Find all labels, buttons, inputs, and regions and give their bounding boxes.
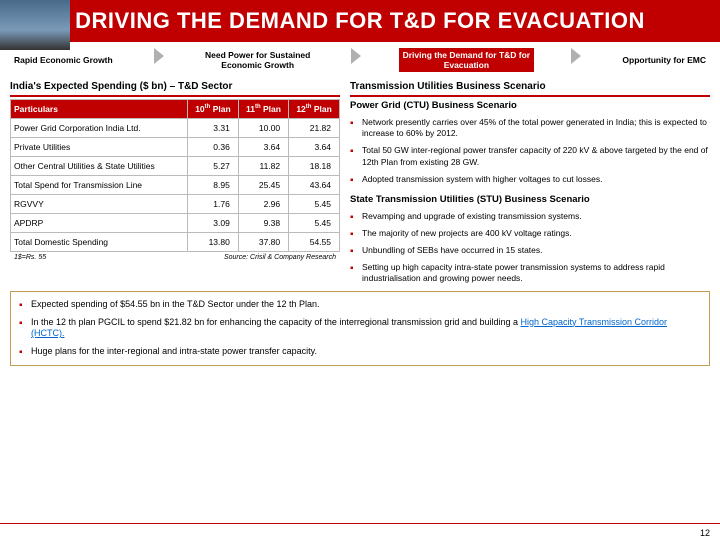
footer-divider xyxy=(0,523,720,524)
summary-bullets: Expected spending of $54.55 bn in the T&… xyxy=(19,296,701,361)
ctu-bullets: Network presently carries over 45% of th… xyxy=(350,114,710,187)
title-banner: DRIVING THE DEMAND FOR T&D FOR EVACUATIO… xyxy=(0,0,720,42)
table-cell: 10.00 xyxy=(238,119,288,138)
table-row: RGVVY1.762.965.45 xyxy=(11,195,340,214)
table-cell: 9.38 xyxy=(238,214,288,233)
table-cell: 1.76 xyxy=(188,195,239,214)
left-column: India's Expected Spending ($ bn) – T&D S… xyxy=(10,78,340,286)
table-cell: 25.45 xyxy=(238,176,288,195)
bullet-item: In the 12 th plan PGCIL to spend $21.82 … xyxy=(19,314,701,343)
arrow-right-icon xyxy=(571,48,581,64)
table-cell: Power Grid Corporation India Ltd. xyxy=(11,119,188,138)
bullet-item: The majority of new projects are 400 kV … xyxy=(350,225,710,242)
table-cell: 13.80 xyxy=(188,233,239,252)
table-cell: 5.45 xyxy=(289,214,340,233)
flow-step-label: Opportunity for EMC xyxy=(618,53,710,67)
arrow-right-icon xyxy=(351,48,361,64)
table-title: India's Expected Spending ($ bn) – T&D S… xyxy=(10,78,340,97)
table-cell: 3.64 xyxy=(289,138,340,157)
flow-step: Need Power for SustainedEconomic Growth xyxy=(201,48,314,72)
table-cell: RGVVY xyxy=(11,195,188,214)
right-column: Transmission Utilities Business Scenario… xyxy=(350,78,710,286)
table-row: Total Domestic Spending13.8037.8054.55 xyxy=(11,233,340,252)
table-row: APDRP3.099.385.45 xyxy=(11,214,340,233)
bullet-item: Huge plans for the inter-regional and in… xyxy=(19,343,701,361)
table-footnotes: 1$=Rs. 55 Source: Crisil & Company Resea… xyxy=(10,252,340,263)
bullet-item: Unbundling of SEBs have occurred in 15 s… xyxy=(350,242,710,259)
bullet-item: Expected spending of $54.55 bn in the T&… xyxy=(19,296,701,314)
flow-step-label: Rapid Economic Growth xyxy=(10,53,117,67)
bullet-item: Total 50 GW inter-regional power transfe… xyxy=(350,142,710,170)
table-header-cell: 11th Plan xyxy=(238,100,288,119)
table-cell: 18.18 xyxy=(289,157,340,176)
ctu-title: Power Grid (CTU) Business Scenario xyxy=(350,100,710,111)
arrow-right-icon xyxy=(154,48,164,64)
table-cell: 2.96 xyxy=(238,195,288,214)
slide-title: DRIVING THE DEMAND FOR T&D FOR EVACUATIO… xyxy=(0,8,720,34)
table-cell: 8.95 xyxy=(188,176,239,195)
flow-step-label: Need Power for SustainedEconomic Growth xyxy=(201,48,314,72)
table-cell: 5.27 xyxy=(188,157,239,176)
bullet-item: Adopted transmission system with higher … xyxy=(350,171,710,188)
table-cell: Private Utilities xyxy=(11,138,188,157)
footnote-rate: 1$=Rs. 55 xyxy=(14,254,46,261)
table-cell: 3.64 xyxy=(238,138,288,157)
table-row: Other Central Utilities & State Utilitie… xyxy=(11,157,340,176)
table-cell: 0.36 xyxy=(188,138,239,157)
table-cell: Total Domestic Spending xyxy=(11,233,188,252)
table-header-cell: 10th Plan xyxy=(188,100,239,119)
breadcrumb-flow: Rapid Economic Growth Need Power for Sust… xyxy=(0,42,720,78)
right-title: Transmission Utilities Business Scenario xyxy=(350,78,710,97)
table-row: Power Grid Corporation India Ltd.3.3110.… xyxy=(11,119,340,138)
page-number: 12 xyxy=(700,528,710,538)
table-cell: 37.80 xyxy=(238,233,288,252)
flow-step: Driving the Demand for T&D forEvacuation xyxy=(399,48,535,72)
footnote-source: Source: Crisil & Company Research xyxy=(224,254,336,261)
table-row: Private Utilities0.363.643.64 xyxy=(11,138,340,157)
bullet-item: Revamping and upgrade of existing transm… xyxy=(350,208,710,225)
table-cell: 21.82 xyxy=(289,119,340,138)
flow-step: Rapid Economic Growth xyxy=(10,48,117,72)
stu-title: State Transmission Utilities (STU) Busin… xyxy=(350,194,710,205)
table-cell: 54.55 xyxy=(289,233,340,252)
bullet-item: Setting up high capacity intra-state pow… xyxy=(350,259,710,287)
table-cell: 3.09 xyxy=(188,214,239,233)
table-cell: 11.82 xyxy=(238,157,288,176)
flow-step: Opportunity for EMC xyxy=(618,48,710,72)
flow-step-label: Driving the Demand for T&D forEvacuation xyxy=(399,48,535,72)
table-cell: Other Central Utilities & State Utilitie… xyxy=(11,157,188,176)
bullet-item: Network presently carries over 45% of th… xyxy=(350,114,710,142)
thumbnail-image xyxy=(0,0,70,50)
emc-logo: EMC xyxy=(664,10,716,40)
table-header-cell: Particulars xyxy=(11,100,188,119)
stu-bullets: Revamping and upgrade of existing transm… xyxy=(350,208,710,287)
table-cell: 43.64 xyxy=(289,176,340,195)
table-header-cell: 12th Plan xyxy=(289,100,340,119)
summary-box: Expected spending of $54.55 bn in the T&… xyxy=(10,291,710,366)
table-cell: APDRP xyxy=(11,214,188,233)
spending-table: Particulars10th Plan11th Plan12th Plan P… xyxy=(10,99,340,252)
table-cell: 3.31 xyxy=(188,119,239,138)
table-cell: Total Spend for Transmission Line xyxy=(11,176,188,195)
svg-text:EMC: EMC xyxy=(675,16,706,32)
table-row: Total Spend for Transmission Line8.9525.… xyxy=(11,176,340,195)
table-cell: 5.45 xyxy=(289,195,340,214)
